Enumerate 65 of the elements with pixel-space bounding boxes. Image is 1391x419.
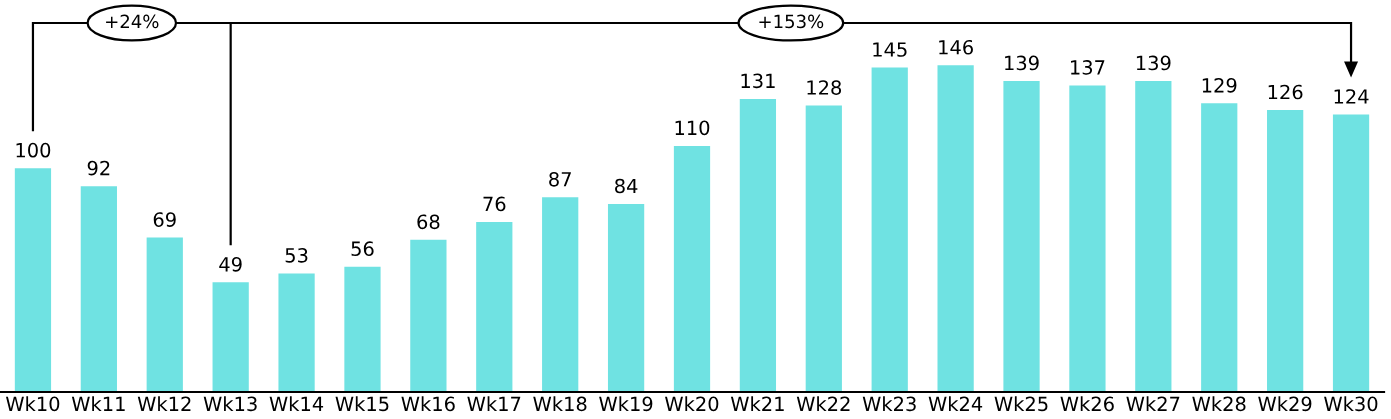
bar bbox=[1267, 110, 1304, 392]
x-tick-label: Wk21 bbox=[730, 396, 784, 411]
x-tick-label: Wk30 bbox=[1324, 396, 1378, 412]
bar bbox=[1135, 81, 1172, 392]
bar bbox=[739, 98, 777, 392]
bar bbox=[1201, 103, 1238, 392]
data-label: 76 bbox=[483, 196, 506, 212]
bar bbox=[344, 266, 381, 392]
x-tick-label: Wk19 bbox=[599, 396, 653, 412]
data-label: 131 bbox=[741, 73, 775, 89]
x-tick-label: Wk24 bbox=[928, 396, 983, 411]
data-label: 139 bbox=[1005, 55, 1039, 71]
bar bbox=[542, 197, 579, 392]
text: +153% bbox=[759, 14, 824, 29]
bar bbox=[278, 273, 315, 392]
data-label: 53 bbox=[285, 248, 308, 263]
x-tick-label: Wk27 bbox=[1126, 396, 1180, 411]
data-label: 126 bbox=[1268, 84, 1303, 100]
bar bbox=[476, 221, 513, 392]
data-label: 128 bbox=[807, 80, 842, 95]
x-tick-label: Wk18 bbox=[533, 396, 587, 412]
bar bbox=[410, 239, 447, 392]
bar bbox=[673, 145, 711, 392]
x-tick-label: Wk10 bbox=[5, 396, 60, 412]
data-label: 69 bbox=[153, 212, 176, 227]
bar bbox=[146, 237, 183, 392]
x-tick-label: Wk17 bbox=[467, 396, 521, 411]
data-label: 145 bbox=[873, 42, 907, 57]
x-tick-label: Wk13 bbox=[203, 396, 257, 412]
x-tick-label: Wk23 bbox=[862, 396, 916, 412]
bar bbox=[1332, 114, 1370, 392]
bar bbox=[937, 65, 974, 392]
data-label: 100 bbox=[16, 142, 51, 158]
data-label: 84 bbox=[615, 178, 638, 194]
data-label: 139 bbox=[1136, 55, 1171, 71]
data-label: 87 bbox=[549, 171, 571, 187]
x-tick-label: Wk20 bbox=[665, 396, 719, 412]
bar bbox=[14, 168, 52, 392]
data-label: 129 bbox=[1202, 77, 1237, 93]
bar bbox=[1069, 85, 1106, 392]
data-label: 137 bbox=[1071, 60, 1105, 75]
bar bbox=[212, 282, 249, 392]
bar bbox=[1003, 81, 1040, 392]
x-tick-label: Wk14 bbox=[269, 396, 324, 411]
x-tick-label: Wk28 bbox=[1192, 396, 1246, 412]
data-label: 49 bbox=[219, 256, 242, 272]
data-label: 110 bbox=[675, 120, 710, 136]
x-tick-label: Wk12 bbox=[137, 396, 191, 411]
data-label: 68 bbox=[417, 214, 440, 230]
x-tick-label: Wk16 bbox=[401, 396, 455, 412]
x-tick-label: Wk25 bbox=[994, 396, 1048, 412]
data-label: 92 bbox=[87, 160, 110, 176]
data-label: 56 bbox=[351, 241, 374, 256]
x-tick-label: Wk22 bbox=[796, 396, 850, 411]
data-label: 124 bbox=[1334, 89, 1369, 104]
bar bbox=[805, 105, 842, 392]
text: +24% bbox=[106, 14, 159, 29]
x-tick-label: Wk29 bbox=[1258, 396, 1312, 412]
bar bbox=[871, 67, 908, 392]
x-tick-label: Wk15 bbox=[335, 396, 389, 412]
bar bbox=[80, 186, 117, 392]
bar bbox=[607, 204, 645, 392]
x-tick-label: Wk11 bbox=[71, 396, 125, 411]
x-tick-label: Wk26 bbox=[1060, 396, 1114, 412]
data-label: 146 bbox=[939, 39, 973, 55]
